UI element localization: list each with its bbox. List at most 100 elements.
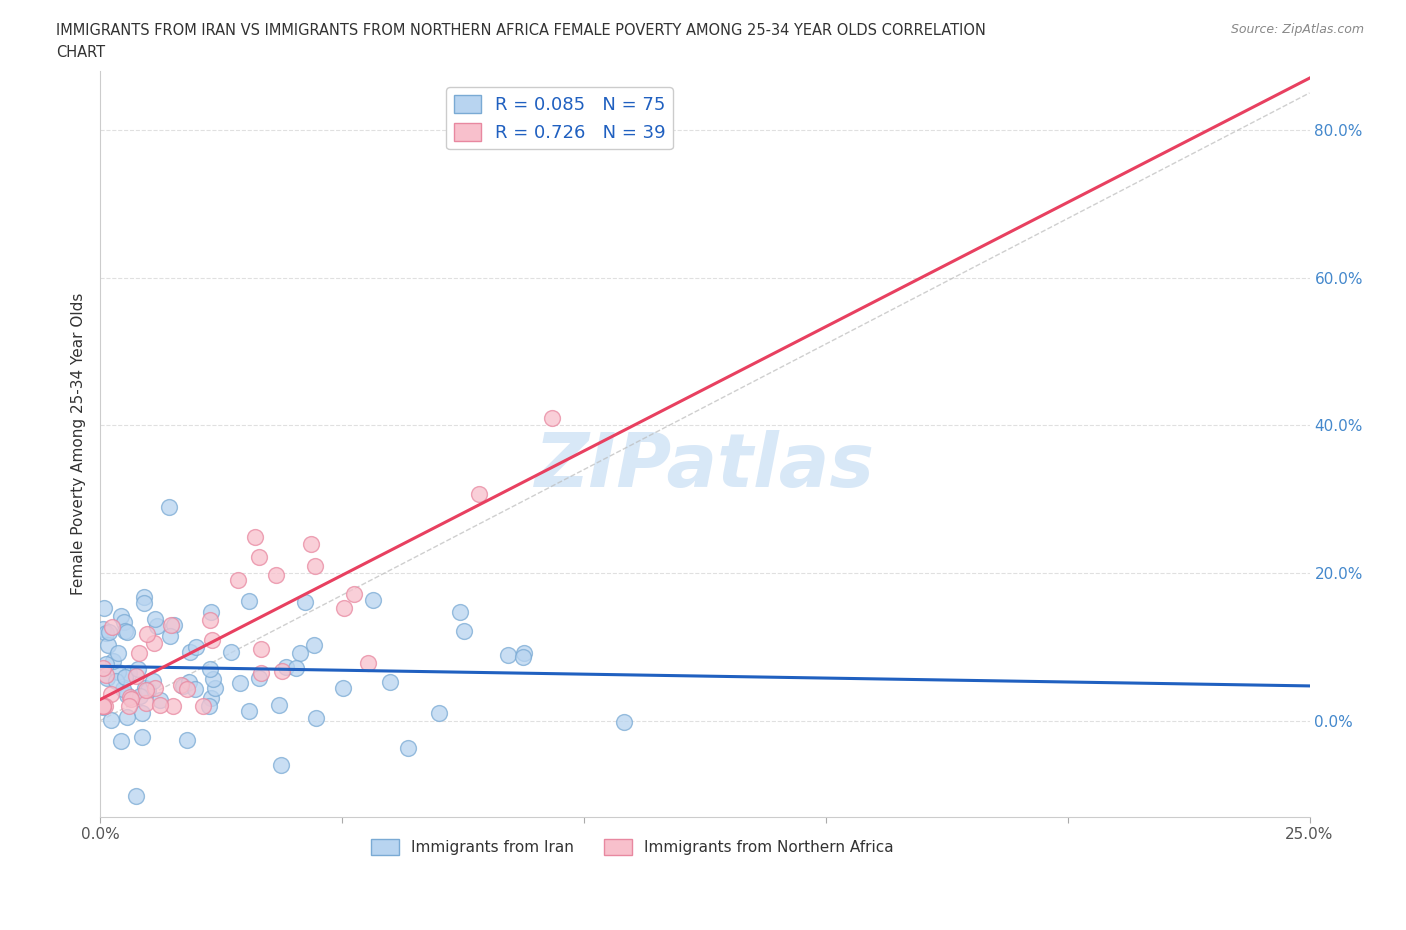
Point xyxy=(112,615,135,630)
Point xyxy=(191,698,214,713)
Point xyxy=(228,676,250,691)
Text: CHART: CHART xyxy=(56,45,105,60)
Point xyxy=(97,637,120,652)
Point xyxy=(159,629,181,644)
Point xyxy=(250,641,273,656)
Point xyxy=(98,625,121,640)
Point xyxy=(142,673,165,688)
Point xyxy=(264,567,287,582)
Point xyxy=(110,734,132,749)
Point xyxy=(357,656,380,671)
Point xyxy=(115,624,138,639)
Point xyxy=(270,663,292,678)
Point xyxy=(163,618,186,632)
Point xyxy=(238,704,260,719)
Point xyxy=(270,758,292,773)
Point xyxy=(304,559,326,574)
Point xyxy=(613,714,636,729)
Point xyxy=(198,612,221,627)
Point xyxy=(128,645,150,660)
Point xyxy=(101,653,124,668)
Point xyxy=(380,674,402,689)
Point xyxy=(118,690,141,705)
Point xyxy=(94,657,117,671)
Point xyxy=(540,410,562,425)
Point xyxy=(201,633,224,648)
Point xyxy=(200,691,222,706)
Point xyxy=(107,664,129,679)
Point xyxy=(449,604,471,619)
Point xyxy=(170,678,193,693)
Point xyxy=(114,623,136,638)
Point xyxy=(453,623,475,638)
Point xyxy=(131,706,153,721)
Point xyxy=(184,639,207,654)
Point xyxy=(343,587,366,602)
Point xyxy=(115,687,138,702)
Point xyxy=(143,681,166,696)
Point xyxy=(125,789,148,804)
Point xyxy=(107,645,129,660)
Point xyxy=(202,671,225,686)
Point xyxy=(96,670,118,684)
Point xyxy=(136,682,159,697)
Point xyxy=(118,698,141,713)
Point xyxy=(125,669,148,684)
Point xyxy=(200,604,222,619)
Point xyxy=(305,711,328,725)
Point xyxy=(114,670,136,684)
Point xyxy=(104,674,127,689)
Point xyxy=(157,499,180,514)
Point xyxy=(176,682,198,697)
Point xyxy=(111,682,134,697)
Point xyxy=(177,675,200,690)
Point xyxy=(245,530,267,545)
Point xyxy=(135,683,157,698)
Point xyxy=(93,698,115,713)
Point xyxy=(131,729,153,744)
Point xyxy=(135,695,157,710)
Point xyxy=(115,709,138,724)
Point xyxy=(176,733,198,748)
Point xyxy=(427,705,450,720)
Point xyxy=(91,660,114,675)
Point xyxy=(332,680,354,695)
Point xyxy=(132,595,155,610)
Point xyxy=(94,668,117,683)
Point xyxy=(184,682,207,697)
Point xyxy=(276,659,298,674)
Point xyxy=(288,645,311,660)
Point xyxy=(361,592,384,607)
Point xyxy=(118,665,141,680)
Point xyxy=(127,661,149,676)
Point xyxy=(136,626,159,641)
Point xyxy=(238,593,260,608)
Point xyxy=(200,662,222,677)
Y-axis label: Female Poverty Among 25-34 Year Olds: Female Poverty Among 25-34 Year Olds xyxy=(72,293,86,595)
Point xyxy=(142,636,165,651)
Point xyxy=(197,699,219,714)
Point xyxy=(134,681,156,696)
Point xyxy=(100,713,122,728)
Point xyxy=(247,550,270,565)
Point xyxy=(228,572,250,587)
Point xyxy=(302,638,325,653)
Point xyxy=(143,611,166,626)
Point xyxy=(512,649,534,664)
Point xyxy=(294,594,316,609)
Legend: Immigrants from Iran, Immigrants from Northern Africa: Immigrants from Iran, Immigrants from No… xyxy=(366,833,900,861)
Text: IMMIGRANTS FROM IRAN VS IMMIGRANTS FROM NORTHERN AFRICA FEMALE POVERTY AMONG 25-: IMMIGRANTS FROM IRAN VS IMMIGRANTS FROM … xyxy=(56,23,986,38)
Point xyxy=(93,601,115,616)
Point xyxy=(149,698,172,712)
Point xyxy=(250,666,273,681)
Point xyxy=(91,698,114,713)
Point xyxy=(91,621,114,636)
Point xyxy=(162,698,184,713)
Text: ZIPatlas: ZIPatlas xyxy=(534,430,875,502)
Point xyxy=(159,618,181,632)
Point xyxy=(94,626,117,641)
Point xyxy=(332,600,354,615)
Point xyxy=(101,619,124,634)
Point xyxy=(496,647,519,662)
Point xyxy=(146,618,169,633)
